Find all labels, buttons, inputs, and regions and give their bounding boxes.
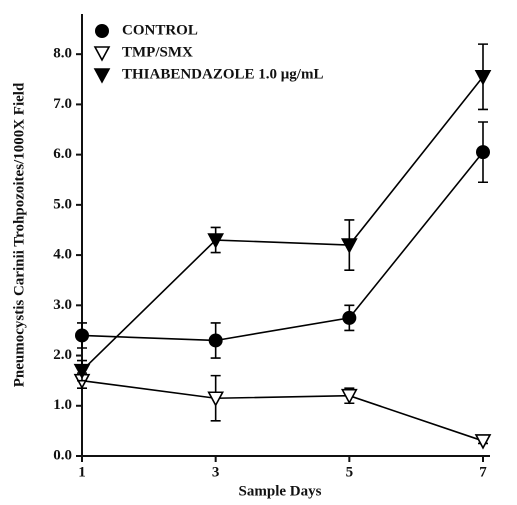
data-point [208, 333, 223, 348]
data-point [207, 391, 225, 407]
x-tick-label: 7 [479, 464, 487, 480]
y-tick-label: 4.0 [53, 247, 72, 263]
data-point [73, 363, 91, 380]
x-tick-label: 5 [346, 464, 354, 480]
y-tick-label: 5.0 [53, 196, 72, 212]
data-point [474, 434, 492, 450]
y-tick-label: 6.0 [53, 146, 72, 162]
data-point [340, 388, 358, 405]
y-tick-label: 1.0 [53, 397, 72, 413]
series-line [81, 151, 484, 342]
legend-label: CONTROL [122, 22, 198, 38]
legend-marker [93, 46, 111, 62]
data-point [207, 233, 225, 249]
data-point [75, 328, 89, 343]
y-tick-label: 8.0 [53, 46, 72, 62]
data-point [340, 238, 358, 254]
y-axis-label: Pneumocystis Carinii Trohpozoites/1000X … [11, 82, 27, 387]
legend-marker [93, 68, 111, 84]
y-tick-label: 0.0 [53, 447, 72, 463]
x-tick-label: 1 [78, 464, 86, 480]
data-point [342, 310, 357, 325]
data-point [476, 145, 490, 160]
y-tick-label: 3.0 [53, 297, 72, 313]
series-line [81, 76, 484, 372]
x-tick-label: 3 [212, 464, 220, 480]
y-tick-label: 7.0 [53, 96, 72, 112]
legend-label: THIABENDAZOLE 1.0 μg/mL [122, 66, 323, 82]
series-line [81, 379, 484, 442]
legend-marker [95, 24, 109, 38]
y-tick-label: 2.0 [53, 347, 72, 363]
data-point [474, 69, 492, 86]
x-axis-label: Sample Days [239, 483, 322, 499]
legend-label: TMP/SMX [122, 44, 193, 60]
